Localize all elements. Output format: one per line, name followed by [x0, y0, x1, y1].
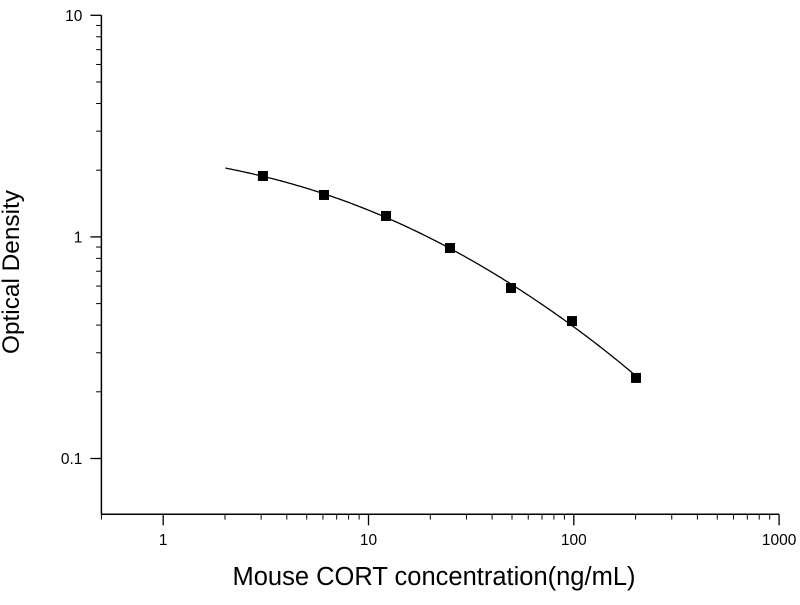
svg-text:10: 10 [360, 532, 378, 549]
svg-text:100: 100 [561, 532, 587, 549]
svg-text:1000: 1000 [762, 532, 797, 549]
svg-text:1: 1 [159, 532, 168, 549]
svg-text:0.1: 0.1 [61, 451, 83, 468]
svg-text:1: 1 [74, 229, 83, 246]
svg-text:10: 10 [65, 8, 83, 25]
